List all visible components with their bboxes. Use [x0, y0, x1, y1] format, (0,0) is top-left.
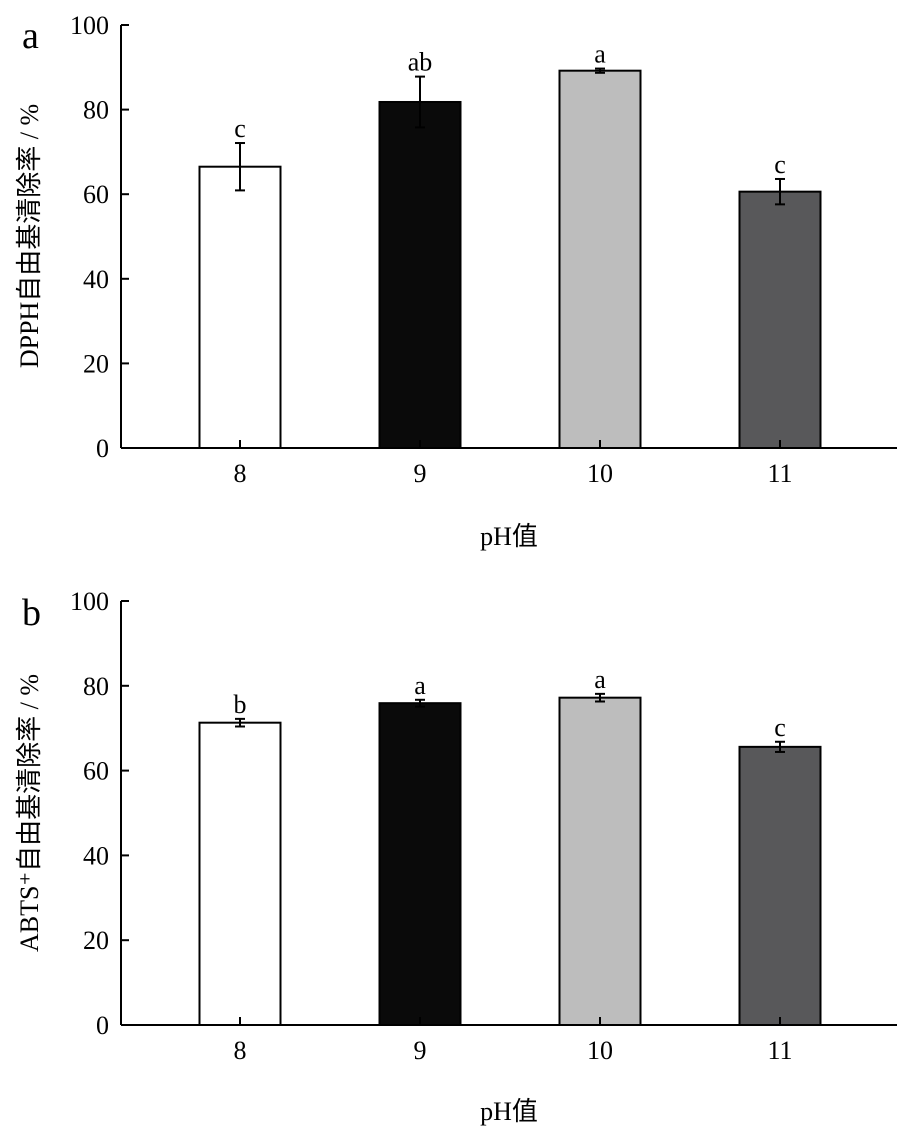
- bar-11: [738, 190, 822, 450]
- x-tick-label: 10: [587, 1036, 613, 1065]
- chart-panel-a: a DPPH自由基清除率 / % pH值 0 20 40 60 80 100 c 8 ab 9 a 1…: [15, 11, 897, 551]
- bar-10: [558, 69, 642, 450]
- y-tick-label: 60: [83, 757, 109, 786]
- x-tick-label: 10: [587, 459, 613, 488]
- y-tick-label: 100: [70, 11, 109, 40]
- bar-8: [198, 721, 282, 1026]
- y-tick-label: 60: [83, 180, 109, 209]
- bar-8: [198, 165, 282, 450]
- x-tick-label: 9: [414, 1036, 427, 1065]
- plot-area: 0 20 40 60 80 100 b 8 a 9 a 10 c 11: [70, 587, 897, 1065]
- y-axis-title: DPPH自由基清除率 / %: [15, 104, 44, 368]
- y-tick-label: 0: [96, 1011, 109, 1040]
- y-tick-label: 40: [83, 265, 109, 294]
- y-tick-label: 20: [83, 926, 109, 955]
- y-tick-label: 40: [83, 841, 109, 870]
- bar-9: [378, 100, 462, 450]
- y-tick-label: 20: [83, 349, 109, 378]
- y-tick-label: 80: [83, 96, 109, 125]
- x-axis-title: pH值: [480, 1097, 538, 1126]
- x-tick-label: 11: [767, 1036, 792, 1065]
- x-tick-label: 8: [234, 459, 247, 488]
- significance-label: b: [234, 690, 247, 719]
- y-tick-label: 100: [70, 587, 109, 616]
- significance-label: a: [594, 665, 606, 694]
- bar-11: [738, 745, 822, 1027]
- significance-label: c: [774, 150, 786, 179]
- significance-label: a: [594, 40, 606, 69]
- bar-9: [378, 702, 462, 1027]
- significance-label: c: [774, 713, 786, 742]
- y-tick-label: 80: [83, 672, 109, 701]
- x-axis-title: pH值: [480, 522, 538, 551]
- y-axis-title: ABTS⁺自由基清除率 / %: [15, 674, 44, 952]
- plot-area: 0 20 40 60 80 100 c 8 ab 9 a 10 c 11: [70, 11, 897, 488]
- significance-label: c: [234, 114, 246, 143]
- bar-10: [558, 696, 642, 1026]
- panel-label: b: [22, 592, 41, 634]
- chart-panel-b: b ABTS⁺自由基清除率 / % pH值 0 20 40 60 80 100 b 8 a 9 a 1…: [15, 587, 897, 1126]
- x-tick-label: 9: [414, 459, 427, 488]
- significance-label: a: [414, 671, 426, 700]
- y-tick-label: 0: [96, 434, 109, 463]
- significance-label: ab: [408, 48, 433, 77]
- x-tick-label: 8: [234, 1036, 247, 1065]
- panel-label: a: [22, 15, 39, 57]
- x-tick-label: 11: [767, 459, 792, 488]
